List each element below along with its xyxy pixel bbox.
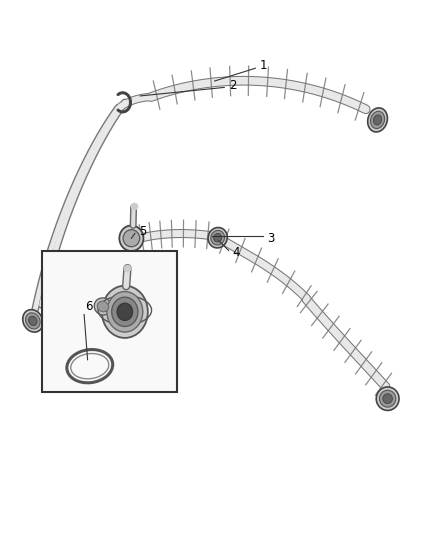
Ellipse shape	[376, 387, 399, 410]
Ellipse shape	[208, 228, 227, 248]
Text: 1: 1	[260, 59, 267, 71]
Ellipse shape	[97, 301, 109, 312]
Ellipse shape	[25, 313, 40, 329]
Ellipse shape	[119, 225, 143, 251]
Ellipse shape	[371, 111, 385, 128]
Text: 5: 5	[139, 225, 147, 238]
Text: 6: 6	[85, 300, 93, 313]
Ellipse shape	[107, 292, 143, 332]
Ellipse shape	[374, 115, 381, 125]
Text: 4: 4	[232, 246, 240, 259]
Text: 2: 2	[229, 79, 236, 92]
Ellipse shape	[379, 390, 396, 407]
Ellipse shape	[23, 310, 43, 332]
Ellipse shape	[123, 230, 140, 247]
Ellipse shape	[117, 303, 133, 321]
Ellipse shape	[367, 108, 388, 132]
Ellipse shape	[102, 286, 148, 338]
Ellipse shape	[94, 298, 112, 315]
Ellipse shape	[214, 233, 222, 242]
Text: 3: 3	[267, 232, 275, 245]
Bar	[42, 251, 177, 392]
Ellipse shape	[112, 297, 138, 326]
Ellipse shape	[28, 316, 37, 326]
Ellipse shape	[211, 230, 225, 245]
Ellipse shape	[383, 394, 392, 403]
